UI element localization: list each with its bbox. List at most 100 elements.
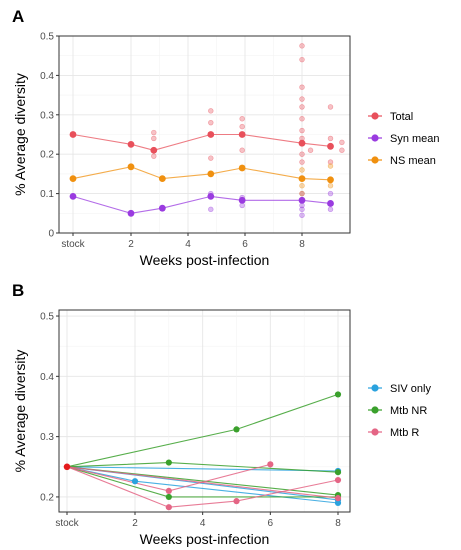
syn-mean-replicate-point bbox=[299, 206, 305, 213]
total-replicate-point bbox=[208, 119, 214, 126]
total-replicate-point bbox=[299, 159, 305, 165]
syn-mean-replicate-point bbox=[327, 190, 334, 197]
ns-mean-mean-point bbox=[238, 164, 246, 172]
ns-mean-mean-point bbox=[298, 175, 306, 183]
ns-mean-replicate-point bbox=[299, 190, 305, 197]
mtb-nr-point bbox=[334, 391, 342, 398]
mtb-nr-point bbox=[165, 493, 172, 501]
mtb-nr-point bbox=[165, 459, 172, 466]
total-replicate-point bbox=[327, 159, 334, 165]
panel-border bbox=[58, 35, 351, 234]
total-mean-point bbox=[150, 146, 158, 154]
total-replicate-point bbox=[339, 147, 345, 153]
syn-mean-mean-point bbox=[69, 192, 77, 200]
mtb-nr-point bbox=[334, 469, 342, 476]
x-axis-title: Weeks post-infection bbox=[140, 531, 270, 547]
syn-mean-replicate-point bbox=[208, 206, 214, 213]
total-mean-point bbox=[69, 131, 77, 138]
ns-mean-replicate-point bbox=[299, 183, 305, 189]
x-tick-label: 4 bbox=[200, 518, 206, 529]
legend-label-siv-only: SIV only bbox=[390, 383, 431, 395]
ns-mean-mean-point bbox=[327, 176, 334, 184]
total-mean-point bbox=[298, 139, 306, 147]
x-tick-label: 6 bbox=[242, 239, 248, 250]
y-tick-label: 0.5 bbox=[40, 32, 54, 43]
syn-mean-mean-point bbox=[298, 196, 306, 204]
y-axis-title: % Average diversity bbox=[12, 73, 28, 196]
stock-point bbox=[63, 463, 71, 471]
ns-mean-mean-point bbox=[158, 175, 166, 183]
legend-key-point-mtb-r bbox=[371, 428, 379, 436]
mtb-r-line bbox=[66, 466, 339, 508]
panel-border bbox=[58, 309, 351, 513]
total-replicate-point bbox=[299, 43, 305, 49]
legend-key-point-siv-only bbox=[371, 384, 379, 392]
y-tick-label: 0.2 bbox=[40, 150, 54, 161]
siv-only-point bbox=[131, 478, 139, 485]
total-replicate-point bbox=[151, 129, 157, 136]
legend-key-point-total bbox=[371, 112, 379, 120]
total-replicate-point bbox=[327, 135, 334, 142]
total-replicate-point bbox=[299, 84, 305, 90]
legend-label-mtb-nr: Mtb NR bbox=[390, 405, 427, 417]
legend-key-point-ns-mean bbox=[371, 156, 379, 164]
x-axis-title: Weeks post-infection bbox=[140, 252, 270, 268]
ns-mean-mean-point bbox=[207, 170, 215, 178]
ns-mean-replicate-point bbox=[327, 183, 334, 189]
x-tick-label: 8 bbox=[299, 239, 305, 250]
y-tick-label: 0.5 bbox=[40, 312, 54, 323]
total-replicate-point bbox=[299, 96, 305, 102]
ns-mean-mean-point bbox=[69, 175, 77, 183]
mtb-r-point bbox=[165, 487, 172, 494]
total-replicate-point bbox=[327, 104, 334, 110]
x-tick-label: 2 bbox=[132, 518, 138, 529]
legend-label-ns-mean: NS mean bbox=[390, 155, 436, 167]
mtb-r-point bbox=[233, 498, 240, 505]
x-tick-label: stock bbox=[61, 239, 85, 250]
siv-only-line bbox=[66, 466, 339, 472]
ns-mean-replicate-point bbox=[299, 167, 305, 173]
total-mean-point bbox=[127, 140, 135, 148]
y-axis-title: % Average diversity bbox=[12, 350, 28, 473]
total-mean-point bbox=[238, 131, 246, 138]
syn-mean-replicate-point bbox=[239, 202, 245, 209]
total-replicate-point bbox=[299, 127, 305, 134]
y-tick-label: 0.2 bbox=[40, 492, 54, 503]
total-replicate-point bbox=[151, 153, 157, 159]
syn-mean-mean-point bbox=[127, 209, 135, 217]
y-tick-label: 0 bbox=[48, 229, 54, 240]
x-tick-label: stock bbox=[55, 518, 79, 529]
mtb-r-point bbox=[267, 461, 274, 468]
total-replicate-point bbox=[239, 123, 245, 130]
total-replicate-point bbox=[299, 56, 305, 63]
total-mean-point bbox=[207, 131, 215, 138]
mtb-r-line bbox=[66, 466, 339, 499]
total-replicate-point bbox=[299, 104, 305, 110]
x-tick-label: 8 bbox=[335, 518, 341, 529]
total-replicate-point bbox=[208, 155, 214, 161]
y-tick-label: 0.3 bbox=[40, 432, 54, 443]
x-tick-label: 6 bbox=[268, 518, 274, 529]
total-replicate-point bbox=[299, 116, 305, 122]
legend-key-point-mtb-nr bbox=[371, 406, 379, 414]
mtb-r-point bbox=[334, 476, 342, 484]
total-replicate-point bbox=[239, 116, 245, 122]
y-tick-label: 0.3 bbox=[40, 110, 54, 121]
panel-label: B bbox=[12, 281, 24, 300]
syn-mean-mean-point bbox=[238, 196, 246, 204]
syn-mean-mean-point bbox=[327, 200, 334, 207]
ns-mean-replicate-point bbox=[327, 163, 334, 169]
x-tick-label: 2 bbox=[128, 239, 134, 250]
legend-label-syn-mean: Syn mean bbox=[390, 133, 440, 145]
ns-mean-mean-point bbox=[127, 163, 135, 171]
total-replicate-point bbox=[307, 147, 314, 153]
mtb-r-point bbox=[165, 504, 172, 511]
total-replicate-point bbox=[339, 139, 345, 146]
mtb-nr-point bbox=[233, 426, 240, 433]
total-mean-point bbox=[327, 142, 334, 150]
legend-key-point-syn-mean bbox=[371, 134, 379, 142]
panel-label: A bbox=[12, 7, 24, 26]
syn-mean-replicate-point bbox=[327, 206, 334, 213]
syn-mean-replicate-point bbox=[299, 212, 305, 218]
